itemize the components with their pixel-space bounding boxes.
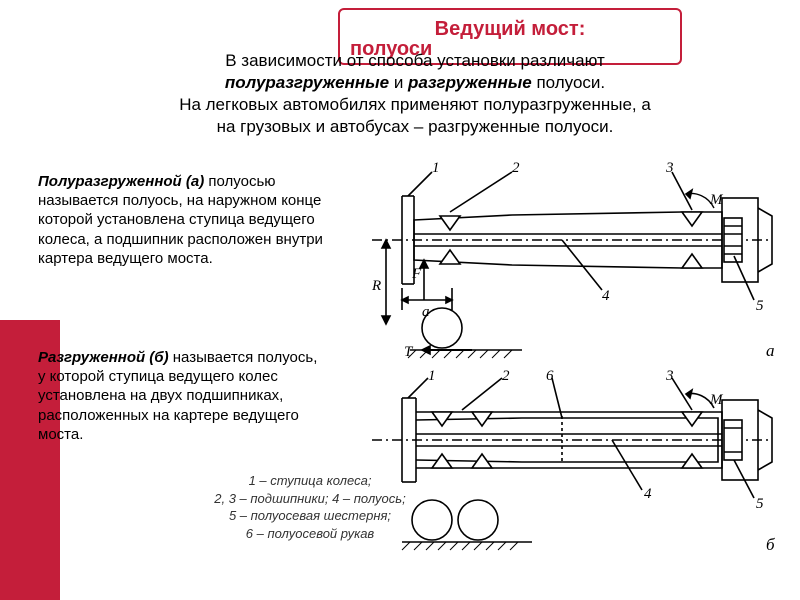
label-a: a [422, 304, 430, 320]
intro-l4: на грузовых и автобусах – разгруженные п… [217, 117, 614, 136]
diagram-b: 1 2 6 3 M 4 5 б [362, 370, 782, 555]
diagram-a: 1 2 3 M 4 5 R F a T а [362, 160, 782, 360]
label-b4: 4 [644, 486, 652, 502]
label-fig-b: б [766, 535, 775, 554]
label-1: 1 [432, 160, 440, 176]
label-4: 4 [602, 288, 610, 304]
para-a-lead: Полуразгруженной (а) [38, 173, 204, 190]
legend-l1: 1 – ступица колеса; [249, 473, 372, 488]
intro-text: В зависимости от способа установки разли… [60, 50, 770, 138]
para-b-lead: Разгруженной (б) [38, 349, 169, 366]
label-T: T [404, 344, 414, 360]
intro-l3: На легковых автомобилях применяют полура… [179, 95, 651, 114]
label-b3: 3 [665, 370, 674, 384]
label-b5: 5 [756, 496, 764, 512]
intro-end: полуоси. [536, 73, 605, 92]
label-5: 5 [756, 298, 764, 314]
intro-em1: полуразгруженные [225, 73, 389, 92]
label-b6: 6 [546, 370, 554, 384]
label-F: F [411, 266, 422, 282]
intro-em2: разгруженные [408, 73, 532, 92]
label-b2: 2 [502, 370, 510, 384]
intro-mid: и [394, 73, 408, 92]
label-fig-a: а [766, 341, 775, 360]
label-2: 2 [512, 160, 520, 176]
label-bM: M [709, 392, 724, 408]
intro-l1: В зависимости от способа установки разли… [225, 51, 605, 70]
label-M: M [709, 192, 724, 208]
label-3: 3 [665, 160, 674, 176]
label-b1: 1 [428, 370, 436, 384]
label-R: R [371, 278, 381, 294]
paragraph-b: Разгруженной (б) называется полуось, у к… [38, 348, 328, 444]
legend-l4: 6 – полуосевой рукав [246, 526, 374, 541]
paragraph-a: Полуразгруженной (а) полуосью называется… [38, 172, 328, 268]
